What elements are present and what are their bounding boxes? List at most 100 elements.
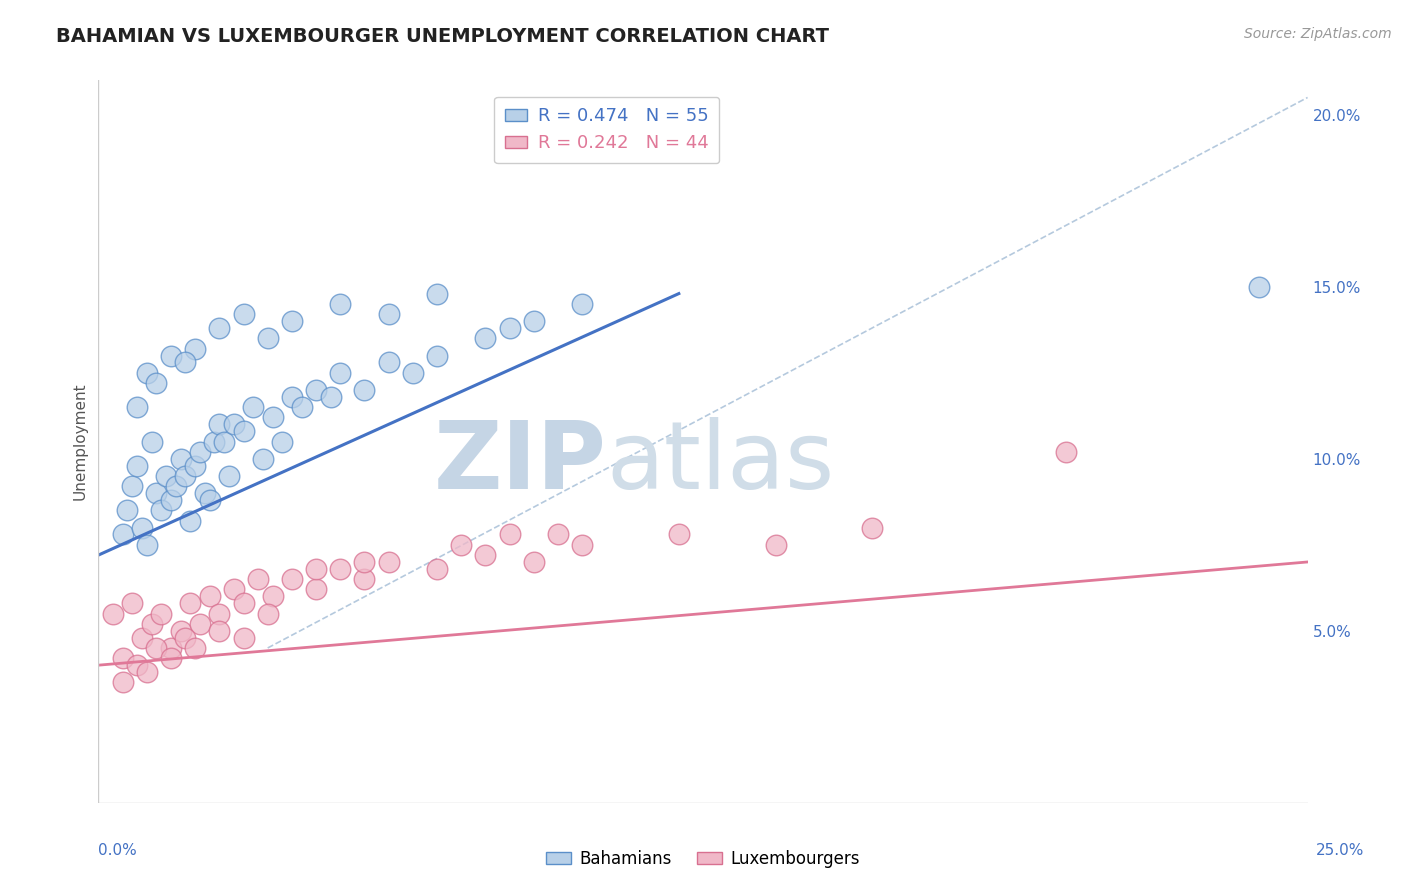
Point [174, 631, 197, 645]
Y-axis label: Unemployment: Unemployment [72, 383, 87, 500]
Point [256, 331, 278, 345]
Point [204, 434, 226, 449]
Point [232, 596, 254, 610]
Point [498, 527, 520, 541]
Point [160, 349, 183, 363]
Point [426, 562, 449, 576]
Point [165, 479, 187, 493]
Point [135, 366, 157, 380]
Point [141, 434, 163, 449]
Point [523, 555, 546, 569]
Point [262, 410, 284, 425]
Point [329, 297, 352, 311]
Legend: R = 0.474   N = 55, R = 0.242   N = 44: R = 0.474 N = 55, R = 0.242 N = 44 [495, 96, 720, 163]
Point [305, 562, 328, 576]
Point [271, 434, 294, 449]
Point [377, 555, 399, 569]
Point [101, 607, 124, 621]
Point [188, 445, 211, 459]
Point [117, 503, 139, 517]
Point [1054, 445, 1077, 459]
Point [860, 520, 883, 534]
Point [474, 331, 496, 345]
Point [208, 607, 231, 621]
Point [242, 400, 264, 414]
Point [498, 321, 520, 335]
Point [160, 640, 183, 655]
Point [127, 400, 149, 414]
Point [111, 651, 134, 665]
Point [252, 451, 274, 466]
Point [305, 582, 328, 597]
Point [208, 624, 231, 638]
Point [222, 582, 245, 597]
Point [135, 538, 157, 552]
Point [377, 307, 399, 321]
Point [402, 366, 425, 380]
Point [523, 314, 546, 328]
Point [174, 355, 197, 369]
Point [571, 538, 593, 552]
Text: ZIP: ZIP [433, 417, 606, 509]
Point [329, 366, 352, 380]
Point [184, 458, 207, 473]
Point [194, 486, 217, 500]
Point [329, 562, 352, 576]
Point [121, 479, 143, 493]
Point [121, 596, 143, 610]
Point [127, 658, 149, 673]
Point [111, 527, 134, 541]
Point [256, 607, 278, 621]
Point [281, 390, 304, 404]
Point [198, 493, 221, 508]
Point [188, 616, 211, 631]
Point [208, 417, 231, 432]
Point [135, 665, 157, 679]
Point [232, 424, 254, 438]
Text: 25.0%: 25.0% [1316, 843, 1364, 858]
Point [232, 307, 254, 321]
Point [281, 314, 304, 328]
Point [281, 572, 304, 586]
Point [765, 538, 787, 552]
Point [169, 451, 191, 466]
Point [222, 417, 245, 432]
Point [305, 383, 328, 397]
Point [426, 349, 449, 363]
Point [131, 631, 153, 645]
Legend: Bahamians, Luxembourgers: Bahamians, Luxembourgers [540, 844, 866, 875]
Point [353, 555, 375, 569]
Point [450, 538, 472, 552]
Text: Source: ZipAtlas.com: Source: ZipAtlas.com [1244, 27, 1392, 41]
Point [426, 286, 449, 301]
Point [131, 520, 153, 534]
Text: BAHAMIAN VS LUXEMBOURGER UNEMPLOYMENT CORRELATION CHART: BAHAMIAN VS LUXEMBOURGER UNEMPLOYMENT CO… [56, 27, 830, 45]
Point [290, 400, 312, 414]
Point [218, 469, 240, 483]
Text: 0.0%: 0.0% [98, 843, 138, 858]
Point [127, 458, 149, 473]
Text: atlas: atlas [606, 417, 835, 509]
Point [111, 675, 134, 690]
Point [319, 390, 342, 404]
Point [247, 572, 270, 586]
Point [179, 596, 201, 610]
Point [145, 486, 167, 500]
Point [377, 355, 399, 369]
Point [169, 624, 191, 638]
Point [179, 514, 201, 528]
Point [353, 572, 375, 586]
Point [160, 493, 183, 508]
Point [668, 527, 690, 541]
Point [184, 640, 207, 655]
Point [1249, 279, 1271, 293]
Point [208, 321, 231, 335]
Point [174, 469, 197, 483]
Point [571, 297, 593, 311]
Point [547, 527, 569, 541]
Point [198, 590, 221, 604]
Point [150, 503, 173, 517]
Point [212, 434, 235, 449]
Point [145, 640, 167, 655]
Point [145, 376, 167, 390]
